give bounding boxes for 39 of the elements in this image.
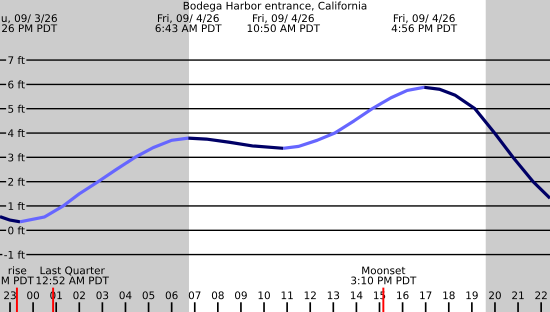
x-tick-label: 21 <box>512 291 524 300</box>
x-tick-label: 05 <box>142 291 154 300</box>
x-tick-label: 04 <box>120 291 132 300</box>
x-tick-label: 10 <box>258 291 270 300</box>
chart-title: Bodega Harbor entrance, California <box>184 2 366 12</box>
x-tick-label: 23 <box>4 291 16 300</box>
y-tick-label: 5 ft <box>8 104 25 113</box>
annotation: u, 09/ 3/26 26 PM PDT <box>2 14 58 32</box>
x-tick-label: 13 <box>328 291 340 300</box>
x-tick-label: 19 <box>466 291 478 300</box>
annotation: Fri, 09/ 4/26 4:56 PM PDT <box>392 14 458 32</box>
x-tick-label: 18 <box>443 291 455 300</box>
y-tick-label: 4 ft <box>8 129 25 137</box>
y-tick-label: -1 ft <box>4 250 25 259</box>
y-tick-label: 7 ft <box>8 56 25 64</box>
ref-line-label: Moonset 3:10 PM PDT <box>351 266 416 284</box>
x-tick-label: 00 <box>27 291 40 300</box>
x-tick-label: 14 <box>350 291 362 300</box>
x-tick-label: 02 <box>73 291 85 300</box>
y-tick-label: 0 ft <box>8 226 25 234</box>
y-tick-label: 2 ft <box>8 178 25 186</box>
x-tick-label: 11 <box>282 291 293 300</box>
x-tick-label: 16 <box>397 291 409 300</box>
x-tick-label: 08 <box>212 291 224 300</box>
annotation: Fri, 09/ 4/26 6:43 AM PDT <box>156 14 222 32</box>
x-tick-label: 09 <box>234 291 247 300</box>
x-tick-label: 03 <box>96 291 108 300</box>
x-tick-label: 06 <box>166 291 178 300</box>
x-tick-label: 20 <box>489 291 501 300</box>
ref-line-label: rise M PDT <box>2 266 34 284</box>
y-tick-label: 6 ft <box>8 80 25 88</box>
annotation: Fri, 09/ 4/26 10:50 AM PDT <box>248 14 320 32</box>
x-tick-label: 17 <box>420 291 432 300</box>
y-tick-label: 3 ft <box>8 153 25 162</box>
y-tick-label: 1 ft <box>8 202 25 210</box>
x-tick-label: 22 <box>535 291 547 300</box>
ref-line-label: Last Quarter 12:52 AM PDT <box>36 266 109 284</box>
x-tick-label: 07 <box>188 291 200 300</box>
x-tick-label: 12 <box>304 291 316 300</box>
